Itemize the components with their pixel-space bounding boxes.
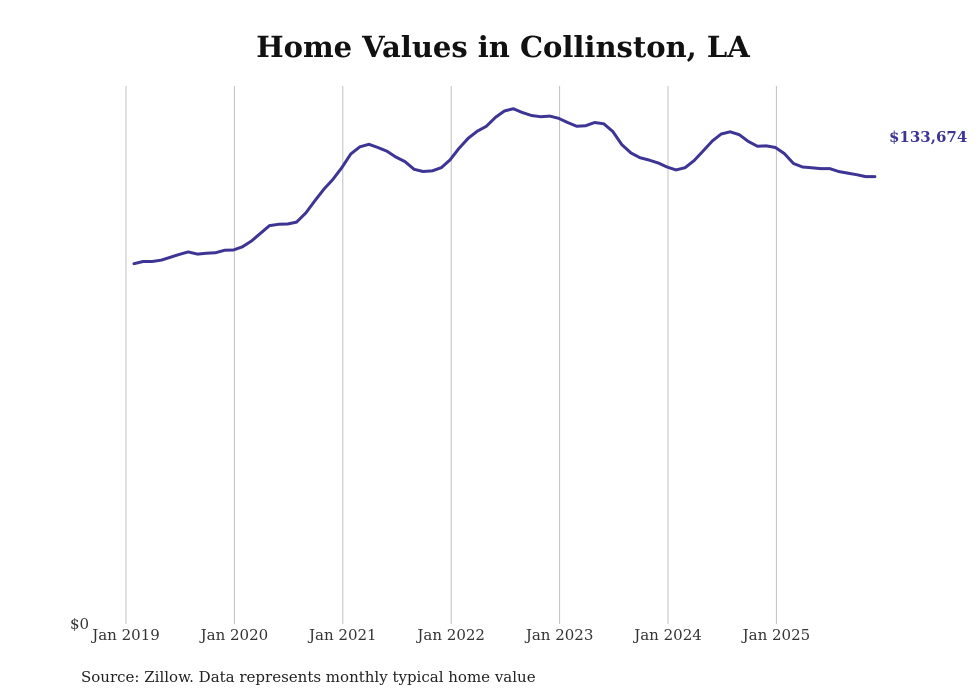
x-tick-label: Jan 2021 (307, 626, 377, 644)
x-tick-label: Jan 2024 (632, 626, 702, 644)
end-value-label: $133,674 (889, 128, 967, 146)
y-tick-label-zero: $0 (70, 615, 89, 633)
x-tick-label: Jan 2020 (199, 626, 269, 644)
grid-layer (125, 86, 777, 624)
series-line (132, 107, 877, 266)
source-note: Source: Zillow. Data represents monthly … (81, 668, 536, 686)
x-tick-label: Jan 2019 (90, 626, 160, 644)
x-tick-label: Jan 2023 (524, 626, 594, 644)
x-tick-label: Jan 2022 (415, 626, 485, 644)
x-tick-label: Jan 2025 (741, 626, 811, 644)
chart-title: Home Values in Collinston, LA (256, 30, 750, 64)
x-axis-ticks: Jan 2019 Jan 2020 Jan 2021 Jan 2022 Jan 2023… (90, 626, 810, 644)
